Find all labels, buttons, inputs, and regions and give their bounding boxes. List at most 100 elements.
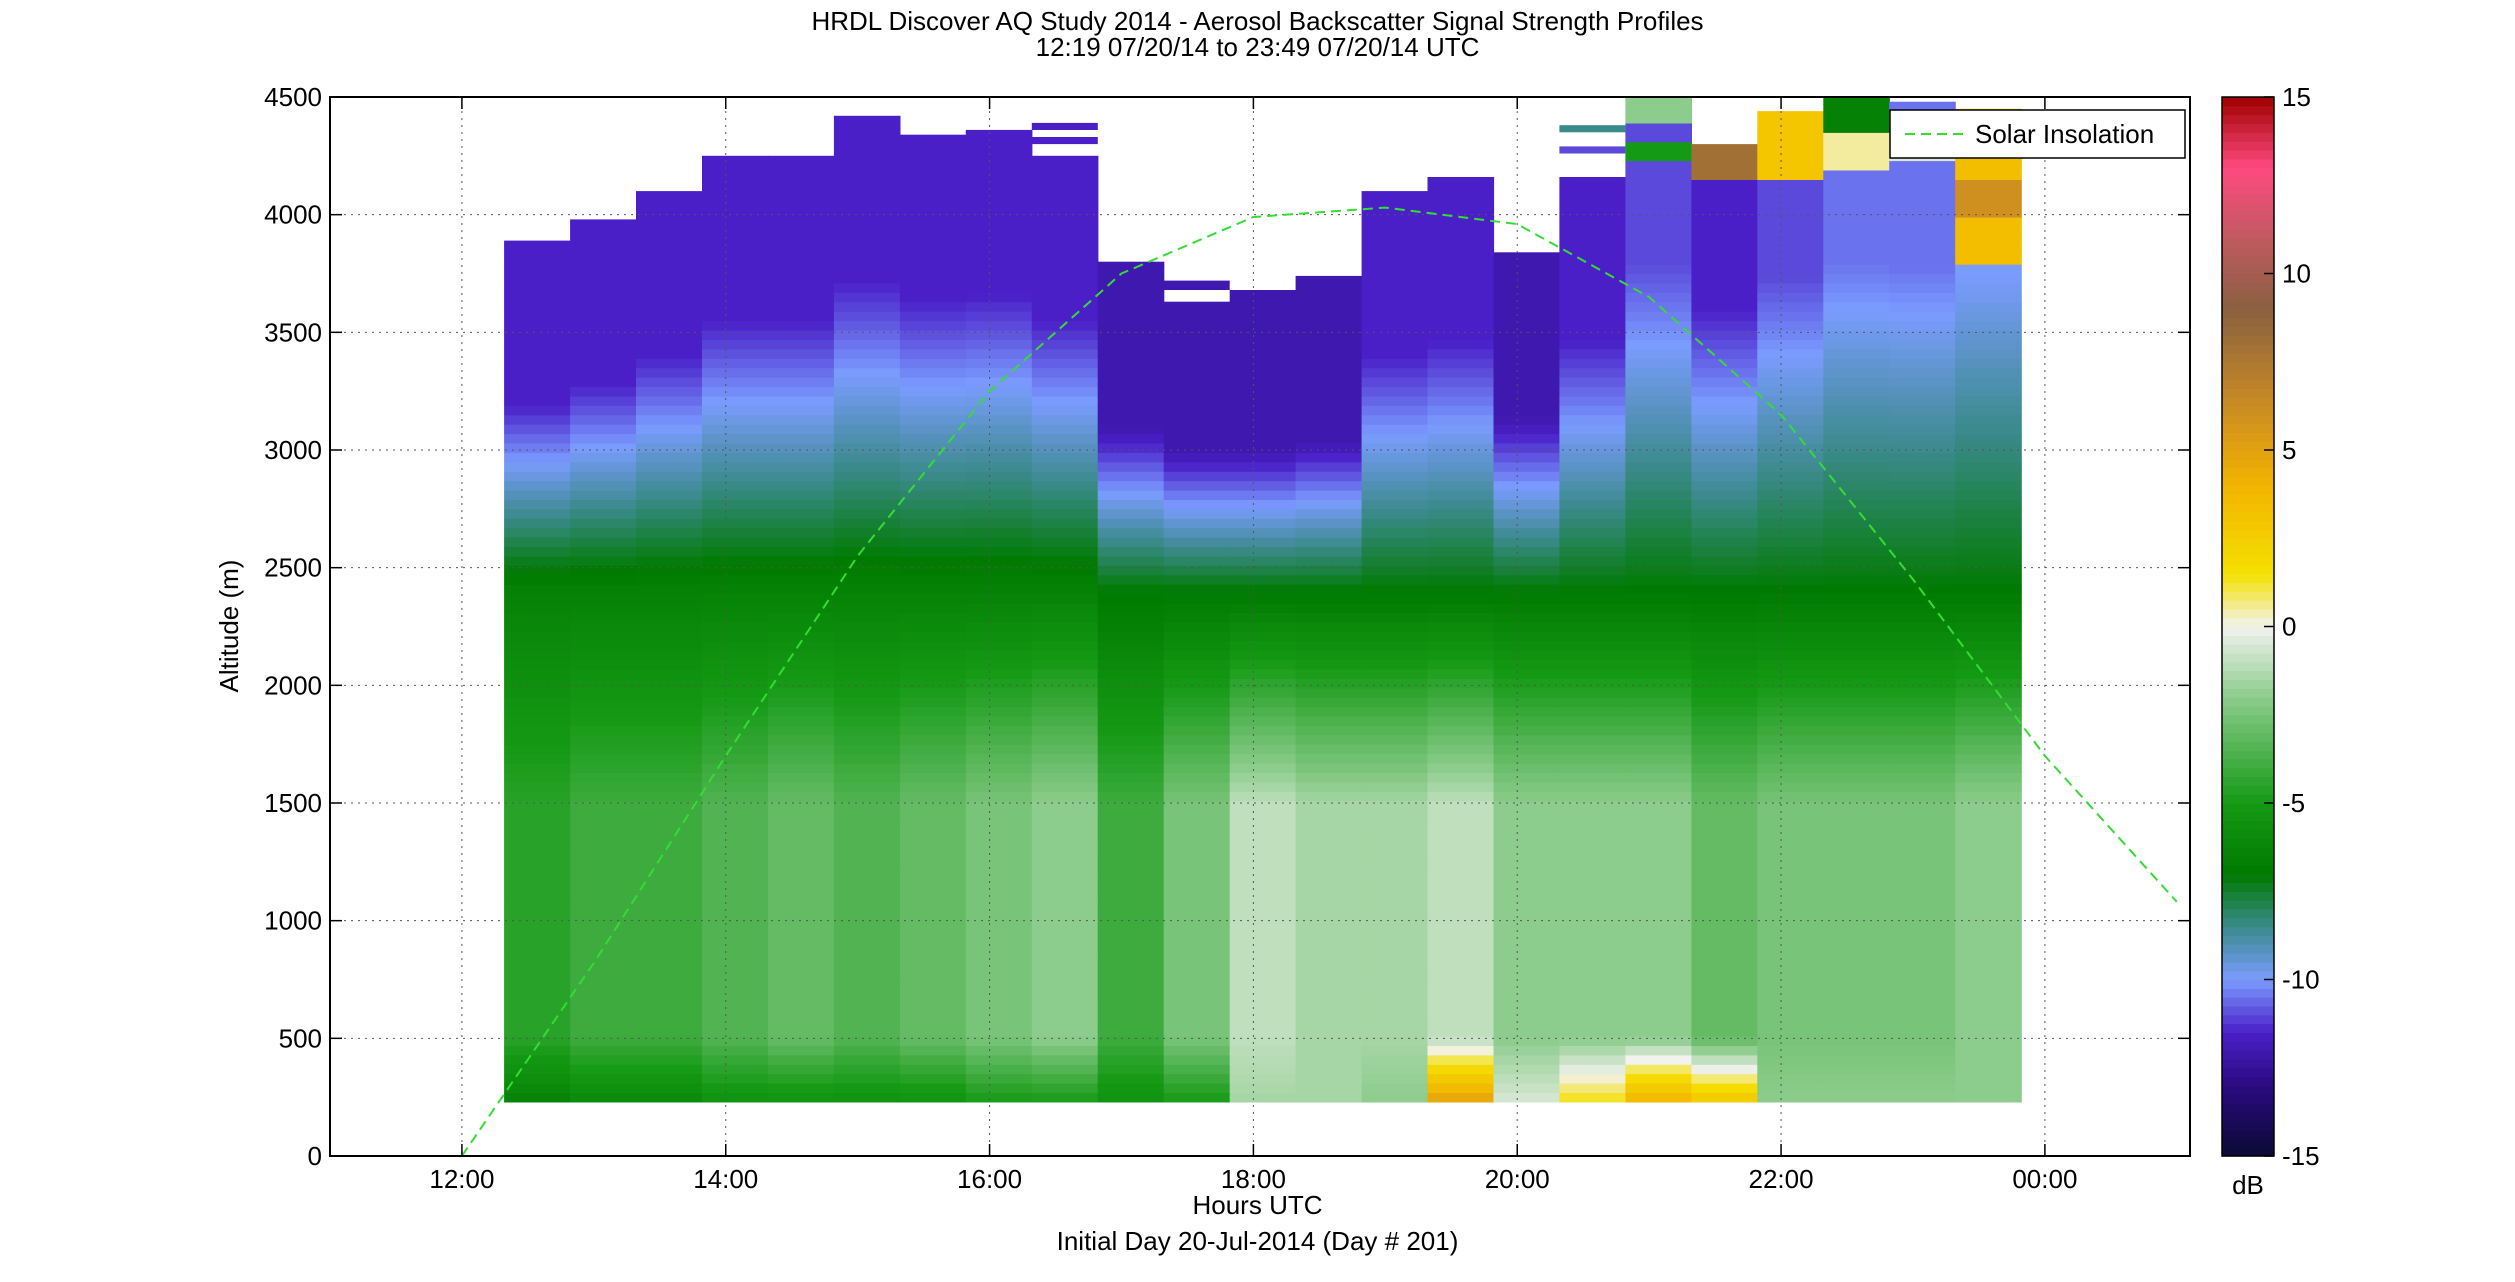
heatmap-cell xyxy=(899,395,967,406)
heatmap-cell xyxy=(1625,584,1692,595)
heatmap-cell xyxy=(504,725,571,736)
heatmap-cell xyxy=(1823,433,1890,444)
heatmap-cell xyxy=(833,442,901,453)
heatmap-cell xyxy=(1163,706,1231,717)
heatmap-cell xyxy=(1031,301,1099,312)
heatmap-cell xyxy=(1757,480,1824,491)
heatmap-cell xyxy=(702,499,769,510)
heatmap-cell xyxy=(899,734,967,745)
heatmap-cell xyxy=(702,941,769,952)
heatmap-cell xyxy=(636,1007,703,1018)
heatmap-cell xyxy=(1889,433,1956,444)
heatmap-cell xyxy=(1889,857,1956,868)
colorbar-cell xyxy=(2222,308,2274,319)
heatmap-cell xyxy=(1955,433,2022,444)
heatmap-cell xyxy=(1691,744,1758,755)
heatmap-cell xyxy=(1955,264,2022,275)
heatmap-cell xyxy=(1361,537,1429,548)
heatmap-cell xyxy=(1757,442,1824,453)
heatmap-cell xyxy=(1493,1036,1561,1046)
heatmap-cell xyxy=(570,706,637,717)
heatmap-cell xyxy=(1031,198,1099,209)
heatmap-cell xyxy=(965,235,1033,246)
heatmap-cell xyxy=(899,970,967,981)
heatmap-cell xyxy=(768,998,835,1009)
heatmap-cell xyxy=(1823,951,1890,962)
heatmap-cell xyxy=(1229,367,1297,378)
heatmap-cell xyxy=(899,546,967,557)
heatmap-cell xyxy=(899,894,967,905)
heatmap-cell xyxy=(899,904,967,915)
colorbar-cell xyxy=(2222,441,2274,451)
heatmap-cell xyxy=(636,1092,703,1103)
heatmap-cell xyxy=(1031,1054,1099,1065)
heatmap-cell xyxy=(636,659,703,670)
heatmap-cell xyxy=(1229,603,1297,613)
heatmap-cell xyxy=(1955,339,2022,350)
heatmap-cell xyxy=(1295,301,1363,312)
heatmap-cell xyxy=(1823,838,1890,849)
heatmap-cell xyxy=(768,951,835,962)
colorbar-cell xyxy=(2222,856,2274,866)
heatmap-cell xyxy=(1559,706,1626,717)
heatmap-cell xyxy=(1493,1064,1561,1075)
heatmap-cell xyxy=(504,810,571,821)
heatmap-cell xyxy=(1889,339,1956,350)
heatmap-cell xyxy=(833,904,901,915)
heatmap-cell xyxy=(1691,282,1758,293)
heatmap-cell xyxy=(965,697,1033,708)
heatmap-cell xyxy=(1031,593,1099,604)
heatmap-cell xyxy=(1625,113,1692,124)
heatmap-cell xyxy=(1559,640,1626,651)
heatmap-cell xyxy=(768,612,835,623)
heatmap-cell xyxy=(1361,264,1429,275)
heatmap-cell xyxy=(1559,1045,1626,1056)
heatmap-cell xyxy=(1889,894,1956,905)
heatmap-cell xyxy=(570,1073,637,1084)
heatmap-cell xyxy=(702,1007,769,1018)
heatmap-cell xyxy=(1031,499,1099,510)
heatmap-cell xyxy=(1559,819,1626,830)
heatmap-cell xyxy=(1955,461,2022,472)
heatmap-cell xyxy=(1889,904,1956,915)
heatmap-cell xyxy=(570,612,637,623)
y-tick-label: 2000 xyxy=(264,670,322,700)
heatmap-cell xyxy=(1559,146,1626,154)
heatmap-cell xyxy=(1031,913,1099,924)
heatmap-cell xyxy=(1823,151,1890,162)
heatmap-cell xyxy=(1229,565,1297,576)
heatmap-cell xyxy=(965,810,1033,821)
heatmap-cell xyxy=(1889,603,1956,613)
heatmap-cell xyxy=(1361,923,1429,933)
heatmap-cell xyxy=(1955,1017,2022,1028)
heatmap-cell xyxy=(1361,424,1429,435)
heatmap-cell xyxy=(1559,433,1626,444)
heatmap-cell xyxy=(1889,311,1956,322)
heatmap-cell xyxy=(768,1007,835,1018)
heatmap-cell xyxy=(1493,574,1561,585)
heatmap-cell xyxy=(1691,537,1758,548)
heatmap-cell xyxy=(1427,857,1495,868)
heatmap-cell xyxy=(1097,461,1165,472)
heatmap-cell xyxy=(1823,603,1890,613)
heatmap-cell xyxy=(636,320,703,331)
heatmap-cell xyxy=(1625,518,1692,529)
heatmap-cell xyxy=(702,179,769,190)
heatmap-cell xyxy=(1097,1036,1165,1046)
heatmap-cell xyxy=(1889,593,1956,604)
heatmap-cell xyxy=(899,932,967,943)
colorbar-tick-label: -10 xyxy=(2282,965,2320,995)
heatmap-cell xyxy=(899,235,967,246)
heatmap-cell xyxy=(1427,998,1495,1009)
heatmap-cell xyxy=(504,1007,571,1018)
colorbar-cell xyxy=(2222,335,2274,345)
heatmap-cell xyxy=(1559,555,1626,566)
heatmap-cell xyxy=(1559,913,1626,924)
heatmap-cell xyxy=(1031,1083,1099,1093)
heatmap-cell xyxy=(965,847,1033,858)
heatmap-cell xyxy=(1625,913,1692,924)
heatmap-cell xyxy=(1295,1036,1363,1046)
heatmap-cell xyxy=(1757,574,1824,585)
heatmap-cell xyxy=(1163,668,1231,679)
heatmap-cell xyxy=(1625,546,1692,557)
